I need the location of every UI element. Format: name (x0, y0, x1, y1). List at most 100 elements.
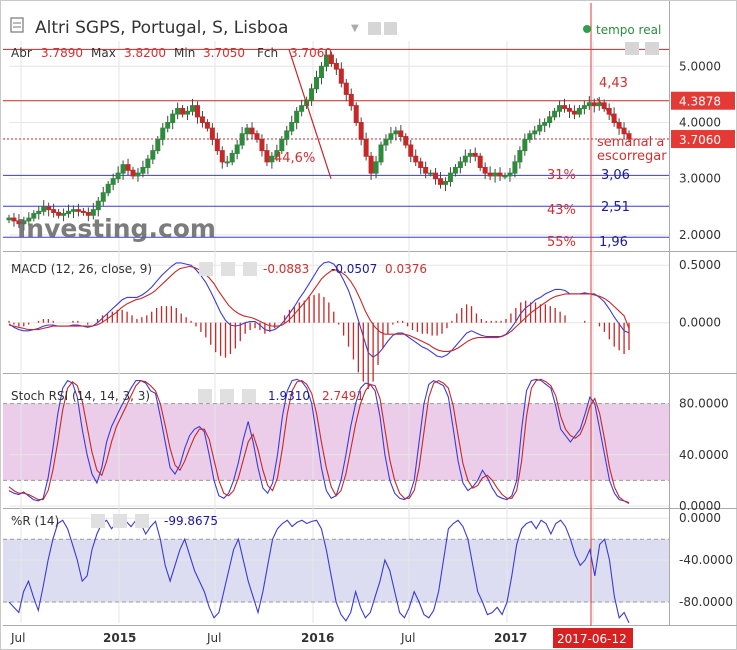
candle-body (11, 217, 17, 222)
candle-body (591, 102, 597, 107)
candle-body (56, 211, 62, 216)
ohlc-open-label: Abr (11, 46, 32, 60)
candle-body (512, 161, 518, 174)
price-tag-label: 3.7060 (679, 133, 721, 147)
candle-body (110, 178, 116, 185)
x-tick-label: Jul (400, 631, 415, 645)
settings-icon[interactable] (368, 22, 381, 35)
macd-close-icon[interactable] (243, 262, 257, 276)
price-tag (671, 91, 735, 110)
x-tick-label: 2015 (103, 631, 136, 645)
candle-body (557, 105, 563, 112)
candle-body (21, 220, 27, 225)
ohlc-max-label: Max (91, 46, 116, 60)
y-tick-label: 2.0000 (679, 228, 721, 242)
stoch-visibility-icon[interactable] (198, 389, 212, 403)
candle-body (527, 133, 533, 140)
macd-settings-icon[interactable] (221, 262, 235, 276)
candle-body (462, 155, 468, 163)
candle-body (289, 122, 295, 132)
candle-body (95, 200, 101, 211)
candle-body (36, 210, 42, 215)
wr-close-icon[interactable] (135, 514, 149, 528)
macd-visibility-icon[interactable] (199, 262, 213, 276)
candle-body (442, 181, 448, 185)
candle-body (378, 144, 384, 163)
candle-body (66, 210, 72, 215)
stoch-rsi-label: Stoch RSI (14, 14, 3, 3) (11, 389, 150, 403)
candle-body (338, 68, 344, 84)
candle-body (239, 133, 245, 146)
candle-body (368, 155, 374, 174)
close-icon[interactable] (384, 22, 397, 35)
candle-body (175, 107, 181, 115)
ohlc-open-value: 3.7890 (41, 46, 83, 60)
williams-r-value: -99.8675 (164, 514, 218, 528)
candle-body (388, 133, 394, 140)
candle-body (532, 130, 538, 135)
candle-body (185, 110, 191, 115)
symbol-dropdown-icon[interactable]: ▼ (351, 23, 359, 34)
candle-body (254, 133, 260, 140)
candle-body (6, 217, 12, 221)
y-tick-label: 0.0000 (679, 316, 721, 330)
y-tick-label: -80.0000 (679, 595, 733, 609)
candle-body (16, 220, 22, 225)
ohlc-max-value: 3.8200 (124, 46, 166, 60)
candle-body (85, 211, 91, 216)
y-tick-label: 0.0000 (679, 511, 721, 525)
candle-body (41, 206, 47, 212)
candle-body (190, 105, 196, 112)
candle-body (165, 122, 171, 129)
ohlc-min-value: 3.7050 (203, 46, 245, 60)
fib-55-pct: 55% (547, 235, 576, 250)
macd-histogram-value: 0.0376 (385, 262, 427, 276)
candle-body (160, 127, 166, 140)
candle-body (26, 217, 32, 222)
collapse-icon[interactable] (10, 17, 24, 33)
candle-body (383, 138, 389, 146)
candle-body (482, 166, 488, 174)
candle-body (502, 175, 508, 178)
candle-body (299, 105, 305, 112)
candle-body (517, 150, 523, 163)
candle-body (423, 166, 429, 174)
candle-body (447, 172, 453, 183)
candle-body (433, 172, 439, 180)
candle-body (224, 161, 230, 164)
annotation-note-1: semanal a (597, 135, 664, 150)
wr-settings-icon[interactable] (113, 514, 127, 528)
stoch-close-icon[interactable] (242, 389, 256, 403)
scale-up-icon[interactable] (645, 42, 659, 55)
x-tick-label: Jul (10, 631, 25, 645)
candle-body (537, 124, 543, 132)
candle-body (452, 166, 458, 174)
candle-body (264, 150, 270, 163)
current-date-tag (553, 628, 633, 648)
candle-body (457, 161, 463, 168)
candle-body (492, 172, 498, 177)
candle-body (249, 127, 255, 135)
live-label: tempo real (596, 23, 661, 37)
wr-visibility-icon[interactable] (91, 514, 105, 528)
candle-body (353, 105, 359, 124)
candle-body (507, 172, 513, 177)
stoch-k-value: 1.9310 (268, 389, 310, 403)
y-tick-label: 5.0000 (679, 59, 721, 73)
candle-body (408, 144, 414, 157)
candle-body (522, 138, 528, 152)
candle-body (145, 158, 151, 168)
candle-body (542, 122, 548, 126)
scale-down-icon[interactable] (625, 42, 639, 55)
fib-43-pct: 43% (547, 203, 576, 218)
candle-body (497, 172, 503, 177)
candle-body (309, 88, 315, 101)
watermark-logo: Investing.com (17, 214, 216, 243)
candle-body (323, 54, 329, 67)
candle-body (363, 138, 369, 157)
candle-body (284, 130, 290, 140)
stoch-settings-icon[interactable] (220, 389, 234, 403)
ohlc-min-label: Min (174, 46, 195, 60)
candle-body (348, 93, 354, 107)
